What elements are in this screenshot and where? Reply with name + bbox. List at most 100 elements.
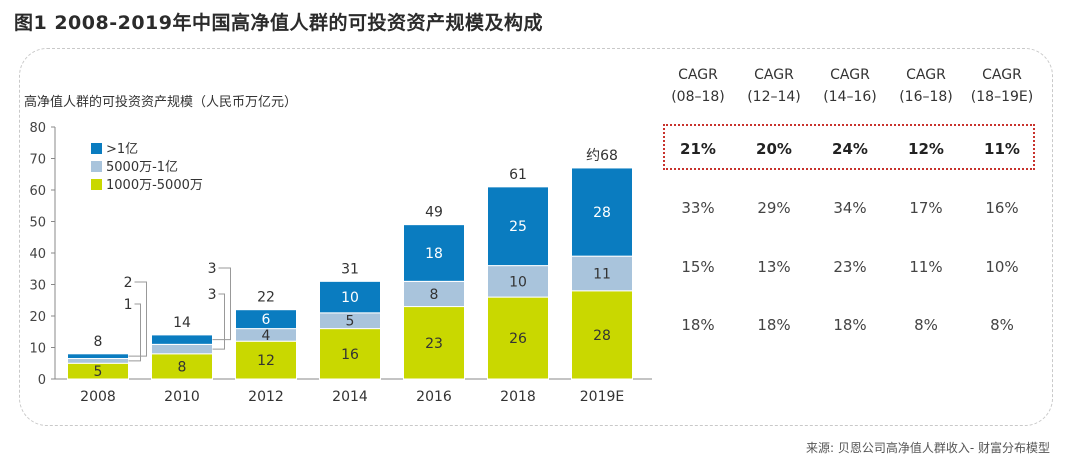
bar-label: 18	[425, 246, 443, 262]
cagr-over100m-2: 29%	[757, 199, 791, 217]
cagr-10m50m-1: 18%	[681, 316, 715, 334]
y-tick-label: 20	[29, 310, 46, 325]
legend-label: >1亿	[106, 142, 138, 157]
bar-base-segment-2016	[403, 306, 465, 380]
y-tick-label: 70	[29, 153, 46, 168]
x-tick-label: 2019E	[580, 389, 624, 405]
y-tick-label: 0	[38, 373, 46, 388]
legend-swatch	[91, 161, 102, 172]
cagr-50m100m-1: 15%	[681, 258, 715, 276]
cagr-over100m-1: 33%	[681, 199, 715, 217]
bar-label: 4	[262, 328, 271, 344]
callout-lower-label: 3	[208, 287, 217, 303]
total-cagr-highlight	[663, 124, 1035, 170]
chart-title: 高净值人群的可投资资产规模（人民币万亿元）	[24, 94, 297, 110]
cagr-header-5: CAGR (18–19E)	[970, 67, 1034, 105]
bar-label: 6	[262, 312, 271, 328]
cagr-10m50m-2: 18%	[757, 316, 791, 334]
bar-base-segment-2012	[235, 340, 297, 380]
x-tick-label: 2018	[500, 389, 536, 405]
bar-label: 26	[509, 331, 527, 347]
bar-mid-segment-2010	[151, 343, 213, 355]
bar-mid-segment-2018	[487, 265, 549, 298]
cagr-over100m-3: 34%	[833, 199, 867, 217]
bar-label: 23	[425, 336, 443, 352]
cagr-over100m-5: 16%	[985, 199, 1019, 217]
bar-top-segment-2016	[403, 224, 465, 282]
bar-total-label: 49	[425, 205, 443, 221]
x-tick-label: 2008	[80, 389, 116, 405]
legend-swatch	[91, 179, 102, 190]
bar-label: 28	[593, 328, 611, 344]
cagr-header-1: CAGR (08–18)	[671, 67, 725, 105]
figure-title: 图1 2008-2019年中国高净值人群的可投资资产规模及构成	[14, 12, 543, 34]
cagr-total-3: 24%	[832, 140, 868, 158]
x-tick-label: 2016	[416, 389, 452, 405]
y-tick-label: 10	[29, 342, 46, 357]
bar-top-segment-2018	[487, 186, 549, 267]
bar-label: 12	[257, 353, 275, 369]
x-tick-label: 2012	[248, 389, 284, 405]
bar-total-label: 61	[509, 167, 527, 183]
bar-mid-segment-2008	[67, 358, 129, 364]
bar-total-label: 31	[341, 261, 359, 277]
bar-label: 10	[509, 274, 527, 290]
cagr-10m50m-4: 8%	[914, 316, 938, 334]
callout-line-upper	[212, 267, 231, 341]
legend-label: 1000万-5000万	[106, 178, 203, 193]
bar-base-segment-2019E	[571, 290, 633, 380]
y-tick-label: 80	[29, 121, 46, 136]
cagr-total-4: 12%	[908, 140, 944, 158]
y-tick-label: 40	[29, 247, 46, 262]
bar-label: 16	[341, 347, 359, 363]
bar-label: 5	[94, 364, 103, 380]
bar-label: 8	[430, 287, 439, 303]
cagr-total-1: 21%	[680, 140, 716, 158]
legend-swatch	[91, 143, 102, 154]
cagr-50m100m-5: 10%	[985, 258, 1019, 276]
cagr-10m50m-3: 18%	[833, 316, 867, 334]
bar-mid-segment-2019E	[571, 255, 633, 292]
callout-line-lower	[212, 293, 225, 350]
cagr-header-2: CAGR (12–14)	[747, 67, 801, 105]
bar-label: 8	[178, 359, 187, 375]
x-tick-label: 2010	[164, 389, 200, 405]
bar-total-label: 14	[173, 315, 191, 331]
bar-total-label: 22	[257, 290, 275, 306]
y-tick-label: 60	[29, 184, 46, 199]
bar-label: 11	[593, 266, 611, 282]
stacked-bar-chart: 高净值人群的可投资资产规模（人民币万亿元） 0 10 20 30 40 50 60 70 80 5 8…	[24, 94, 652, 405]
cagr-total-2: 20%	[756, 140, 792, 158]
cagr-total-5: 11%	[984, 140, 1020, 158]
x-tick-label: 2014	[332, 389, 368, 405]
cagr-header-3: CAGR (14–16)	[823, 67, 877, 105]
cagr-10m50m-5: 8%	[990, 316, 1014, 334]
bar-base-segment-2014	[319, 328, 381, 380]
bar-label: 10	[341, 290, 359, 306]
source-note: 来源: 贝恩公司高净值人群收入- 财富分布模型	[805, 441, 1050, 455]
bar-base-segment-2010	[151, 353, 213, 380]
callout-upper-label: 2	[124, 275, 133, 291]
cagr-over100m-4: 17%	[909, 199, 943, 217]
bar-label: 28	[593, 205, 611, 221]
cagr-50m100m-2: 13%	[757, 258, 791, 276]
bar-top-segment-2012	[235, 309, 297, 330]
bar-top-segment-2019E	[571, 167, 633, 257]
dashed-frame	[19, 48, 1053, 426]
bar-top-segment-2010	[151, 334, 213, 345]
bar-label: 5	[346, 314, 355, 330]
cagr-50m100m-4: 11%	[909, 258, 943, 276]
legend-label: 5000万-1亿	[106, 160, 178, 175]
bar-total-label: 约68	[586, 148, 618, 164]
callout-line-lower	[128, 303, 141, 362]
bar-label: 25	[509, 219, 527, 235]
bar-top-segment-2014	[319, 280, 381, 314]
bar-total-label: 8	[94, 334, 103, 350]
callout-lower-label: 1	[124, 297, 133, 313]
y-tick-label: 30	[29, 279, 46, 294]
y-tick-label: 50	[29, 216, 46, 231]
cagr-header-4: CAGR (16–18)	[899, 67, 953, 105]
cagr-50m100m-3: 23%	[833, 258, 867, 276]
bar-mid-segment-2016	[403, 280, 465, 308]
callout-line-upper	[128, 281, 147, 357]
